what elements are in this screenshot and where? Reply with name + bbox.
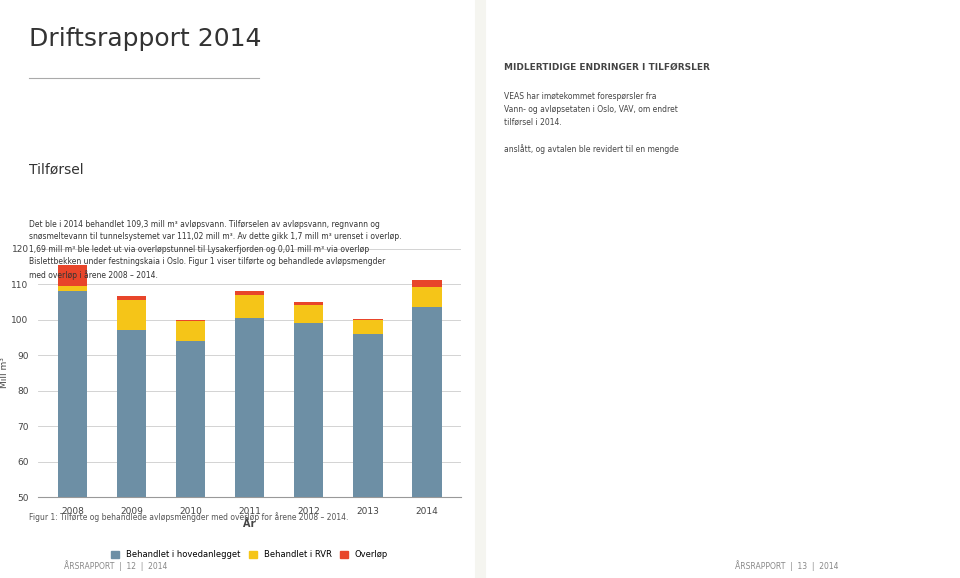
Text: MIDLERTIDIGE ENDRINGER I TILFØRSLER: MIDLERTIDIGE ENDRINGER I TILFØRSLER xyxy=(504,62,709,71)
Bar xyxy=(353,320,382,334)
Text: ÅRSRAPPORT  |  13  |  2014: ÅRSRAPPORT | 13 | 2014 xyxy=(735,561,839,571)
Bar xyxy=(235,295,264,318)
Text: Figur 1: Tilførte og behandlede avløpsmengder med overløp for årene 2008 – 2014.: Figur 1: Tilførte og behandlede avløpsme… xyxy=(29,512,348,522)
Text: ÅRSRAPPORT  |  12  |  2014: ÅRSRAPPORT | 12 | 2014 xyxy=(63,561,167,571)
Bar xyxy=(117,300,146,330)
Bar xyxy=(412,307,442,578)
Y-axis label: Mill m³: Mill m³ xyxy=(0,357,9,388)
Text: Driftsrapport 2014: Driftsrapport 2014 xyxy=(29,27,261,51)
Bar xyxy=(294,302,324,305)
Bar xyxy=(235,318,264,578)
Text: anslått, og avtalen ble revidert til en mengde: anslått, og avtalen ble revidert til en … xyxy=(504,144,679,154)
Bar xyxy=(58,291,87,578)
Text: VEAS har imøtekommet forespørsler fra
Vann- og avløpsetaten i Oslo, VAV, om endr: VEAS har imøtekommet forespørsler fra Va… xyxy=(504,92,678,127)
Bar xyxy=(353,319,382,320)
Bar xyxy=(176,320,205,321)
Bar xyxy=(353,334,382,578)
Bar xyxy=(235,291,264,295)
Legend: Behandlet i hovedanlegget, Behandlet i RVR, Overløp: Behandlet i hovedanlegget, Behandlet i R… xyxy=(108,547,392,562)
Bar xyxy=(294,305,324,323)
Bar xyxy=(294,323,324,578)
Text: Det ble i 2014 behandlet 109,3 mill m³ avløpsvann. Tilførselen av avløpsvann, re: Det ble i 2014 behandlet 109,3 mill m³ a… xyxy=(29,220,401,280)
Bar xyxy=(117,297,146,300)
Bar xyxy=(117,330,146,578)
Bar xyxy=(176,321,205,341)
Text: Tilførsel: Tilførsel xyxy=(29,162,84,176)
Bar xyxy=(412,280,442,287)
Bar xyxy=(58,286,87,291)
X-axis label: År: År xyxy=(244,518,255,529)
Bar xyxy=(58,265,87,286)
Bar xyxy=(176,341,205,578)
Bar xyxy=(412,287,442,307)
